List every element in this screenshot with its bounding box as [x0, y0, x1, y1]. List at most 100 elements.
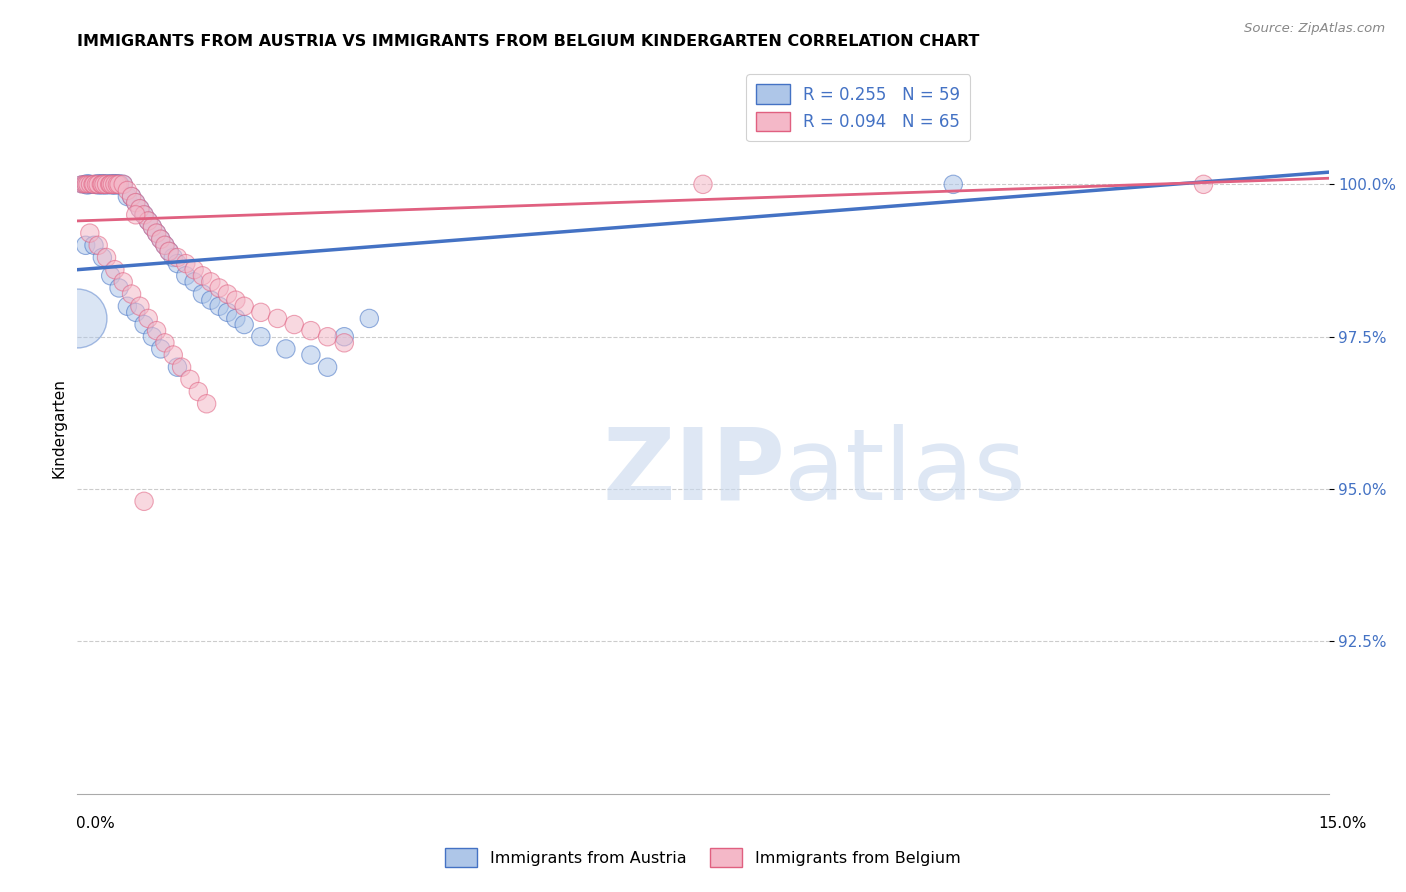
Text: Source: ZipAtlas.com: Source: ZipAtlas.com: [1244, 22, 1385, 36]
Point: [76, 178, 98, 192]
Point: [233, 299, 256, 313]
Point: [93, 178, 115, 192]
Point: [125, 195, 148, 210]
Point: [1192, 178, 1215, 192]
Point: [157, 244, 180, 259]
Point: [96, 251, 118, 265]
Point: [93, 178, 115, 192]
Point: [125, 305, 148, 319]
Legend: Immigrants from Austria, Immigrants from Belgium: Immigrants from Austria, Immigrants from…: [439, 842, 967, 873]
Point: [274, 342, 297, 356]
Point: [82, 178, 104, 192]
Point: [87, 178, 110, 192]
Point: [153, 238, 176, 252]
Point: [96, 178, 118, 192]
Point: [75, 178, 97, 192]
Point: [121, 189, 143, 203]
Point: [942, 178, 965, 192]
Point: [98, 178, 121, 192]
Point: [108, 281, 131, 295]
Point: [132, 494, 155, 508]
Point: [141, 220, 163, 235]
Text: atlas: atlas: [785, 424, 1026, 521]
Point: [153, 335, 176, 350]
Point: [104, 178, 127, 192]
Point: [104, 262, 127, 277]
Point: [125, 208, 148, 222]
Point: [104, 178, 127, 192]
Point: [162, 251, 184, 265]
Point: [84, 178, 107, 192]
Point: [136, 311, 159, 326]
Point: [121, 189, 143, 203]
Point: [117, 189, 139, 203]
Point: [217, 287, 239, 301]
Point: [166, 251, 188, 265]
Point: [359, 311, 381, 326]
Point: [75, 238, 97, 252]
Point: [208, 299, 231, 313]
Point: [129, 202, 152, 216]
Point: [125, 195, 148, 210]
Point: [166, 257, 188, 271]
Point: [101, 178, 124, 192]
Point: [233, 318, 256, 332]
Point: [141, 220, 163, 235]
Point: [183, 262, 205, 277]
Point: [149, 232, 172, 246]
Point: [145, 226, 167, 240]
Point: [70, 178, 93, 192]
Point: [179, 372, 201, 386]
Point: [149, 232, 172, 246]
Point: [174, 268, 197, 283]
Point: [105, 178, 128, 192]
Point: [66, 311, 89, 326]
Point: [136, 214, 159, 228]
Text: 15.0%: 15.0%: [1319, 816, 1367, 831]
Point: [145, 226, 167, 240]
Point: [316, 330, 339, 344]
Point: [250, 330, 273, 344]
Point: [141, 330, 163, 344]
Point: [692, 178, 714, 192]
Point: [70, 178, 93, 192]
Point: [153, 238, 176, 252]
Point: [73, 178, 96, 192]
Point: [79, 226, 101, 240]
Point: [90, 178, 112, 192]
Point: [195, 397, 218, 411]
Point: [112, 178, 135, 192]
Point: [98, 178, 121, 192]
Point: [129, 299, 152, 313]
Point: [333, 330, 356, 344]
Point: [105, 178, 128, 192]
Point: [117, 299, 139, 313]
Point: [132, 318, 155, 332]
Legend: R = 0.255   N = 59, R = 0.094   N = 65: R = 0.255 N = 59, R = 0.094 N = 65: [747, 74, 970, 141]
Point: [132, 208, 155, 222]
Point: [316, 360, 339, 375]
Point: [100, 178, 122, 192]
Point: [83, 238, 105, 252]
Text: 0.0%: 0.0%: [76, 816, 115, 831]
Point: [183, 275, 205, 289]
Point: [266, 311, 288, 326]
Point: [145, 324, 167, 338]
Point: [129, 202, 152, 216]
Point: [149, 342, 172, 356]
Point: [162, 348, 184, 362]
Point: [117, 184, 139, 198]
Point: [112, 275, 135, 289]
Point: [108, 178, 131, 192]
Point: [100, 268, 122, 283]
Text: IMMIGRANTS FROM AUSTRIA VS IMMIGRANTS FROM BELGIUM KINDERGARTEN CORRELATION CHAR: IMMIGRANTS FROM AUSTRIA VS IMMIGRANTS FR…: [77, 34, 980, 49]
Point: [217, 305, 239, 319]
Point: [187, 384, 209, 399]
Point: [191, 268, 214, 283]
Point: [283, 318, 305, 332]
Point: [96, 178, 118, 192]
Point: [83, 178, 105, 192]
Point: [166, 360, 188, 375]
Point: [191, 287, 214, 301]
Point: [299, 324, 322, 338]
